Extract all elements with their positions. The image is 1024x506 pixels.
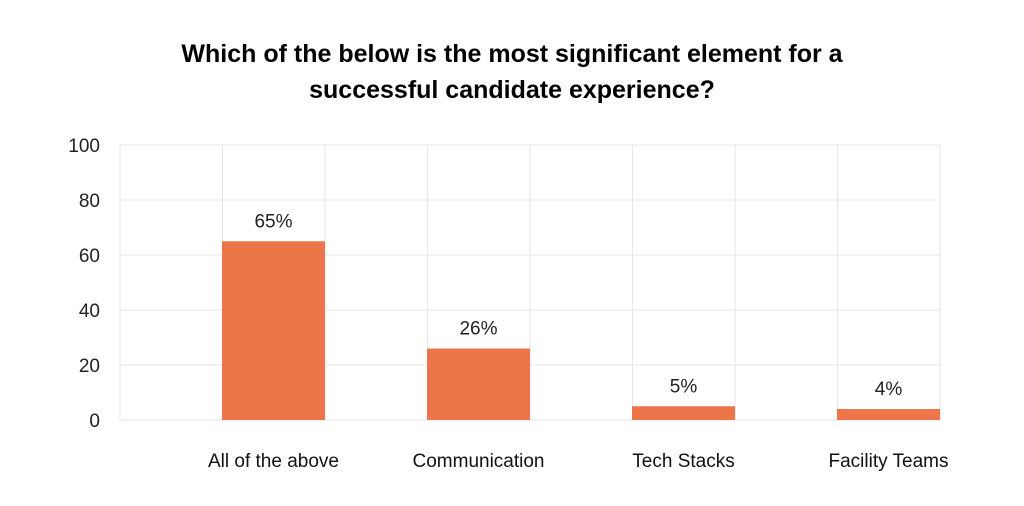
data-label: 5% — [670, 376, 698, 397]
bar — [222, 241, 325, 420]
chart-title-line-1: Which of the below is the most significa… — [181, 40, 843, 68]
x-category-label: Tech Stacks — [632, 451, 734, 472]
y-tick-label: 80 — [79, 191, 100, 212]
bar — [632, 406, 735, 420]
chart-title-line-2: successful candidate experience? — [309, 76, 715, 104]
data-label: 26% — [459, 319, 497, 340]
x-category-label: Communication — [413, 451, 545, 472]
y-tick-label: 60 — [79, 246, 100, 267]
y-tick-label: 40 — [79, 301, 100, 322]
y-tick-label: 0 — [89, 411, 100, 432]
y-tick-label: 20 — [79, 356, 100, 377]
x-category-label: All of the above — [208, 451, 339, 472]
bar — [427, 348, 530, 420]
chart-title: Which of the below is the most significa… — [0, 36, 1024, 108]
x-category-label: Facility Teams — [828, 451, 948, 472]
data-label: 4% — [875, 379, 903, 400]
y-tick-label: 100 — [68, 136, 100, 157]
bar — [837, 409, 940, 420]
data-label: 65% — [254, 211, 292, 232]
